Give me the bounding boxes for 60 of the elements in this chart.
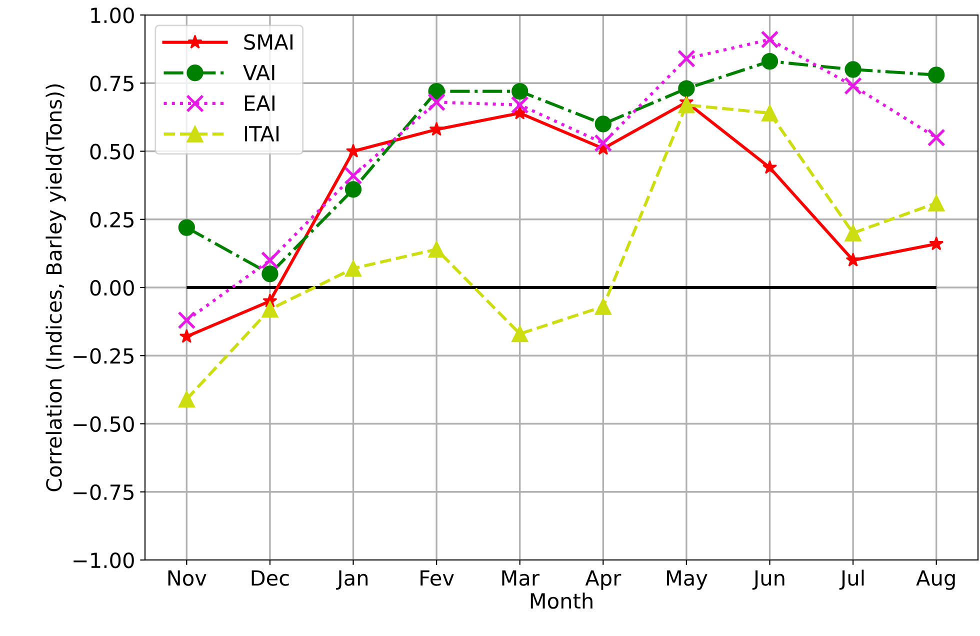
y-tick-label: −0.50 [74, 416, 134, 432]
point [510, 96, 529, 114]
point [846, 252, 860, 267]
point [929, 236, 944, 250]
y-tick-label: −1.00 [74, 552, 134, 568]
point [429, 122, 444, 136]
point [844, 61, 862, 78]
x-tick-label: Mar [502, 570, 540, 586]
x-tick-label: Jun [752, 570, 784, 590]
x-tick-label: Jan [336, 570, 368, 590]
point [428, 93, 446, 112]
y-tick-label: 0.50 [90, 144, 134, 160]
point [178, 219, 195, 236]
point [178, 390, 195, 408]
x-tick-label: Jul [839, 570, 864, 590]
point [760, 30, 779, 49]
point [262, 300, 278, 318]
point [260, 251, 279, 270]
point [594, 134, 612, 152]
y-tick-label: 0.25 [90, 212, 134, 228]
point [262, 266, 278, 282]
x-tick-label: Nov [168, 570, 206, 586]
point [512, 325, 528, 342]
y-tick-label: 0.75 [90, 76, 134, 92]
point [927, 128, 946, 147]
point [928, 194, 945, 212]
point [844, 76, 862, 95]
y-tick-label: 0.00 [90, 280, 134, 296]
y-axis-title: Correlation (Indices, Barley yield(Tons)) [46, 84, 66, 492]
point [844, 224, 862, 242]
point [346, 144, 361, 158]
point [344, 260, 362, 277]
point [512, 82, 528, 100]
y-tick-label: −0.25 [74, 348, 134, 364]
point [678, 96, 695, 114]
x-tick-label: May [666, 570, 708, 590]
point [344, 181, 362, 198]
point [928, 66, 945, 84]
point [761, 104, 778, 122]
point [762, 160, 778, 174]
legend-label: VAI [243, 64, 274, 80]
legend-label: ITAI [244, 126, 279, 142]
y-tick-label: −0.75 [74, 484, 134, 500]
point [594, 116, 612, 132]
x-axis-title: Month [530, 592, 592, 609]
legend-label: SMAI [244, 34, 292, 50]
point [761, 52, 778, 70]
point [428, 241, 445, 258]
point [678, 80, 695, 97]
x-tick-label: Dec [252, 570, 289, 586]
point [179, 328, 194, 343]
y-tick-label: 1.00 [91, 7, 134, 24]
point [178, 311, 196, 330]
x-tick-label: Fev [420, 570, 454, 586]
legend-label: EAI [244, 96, 274, 111]
point [677, 50, 696, 68]
point [344, 166, 362, 185]
x-tick-label: Aug [916, 570, 955, 590]
x-tick-label: Apr [585, 570, 622, 590]
point [594, 298, 612, 315]
